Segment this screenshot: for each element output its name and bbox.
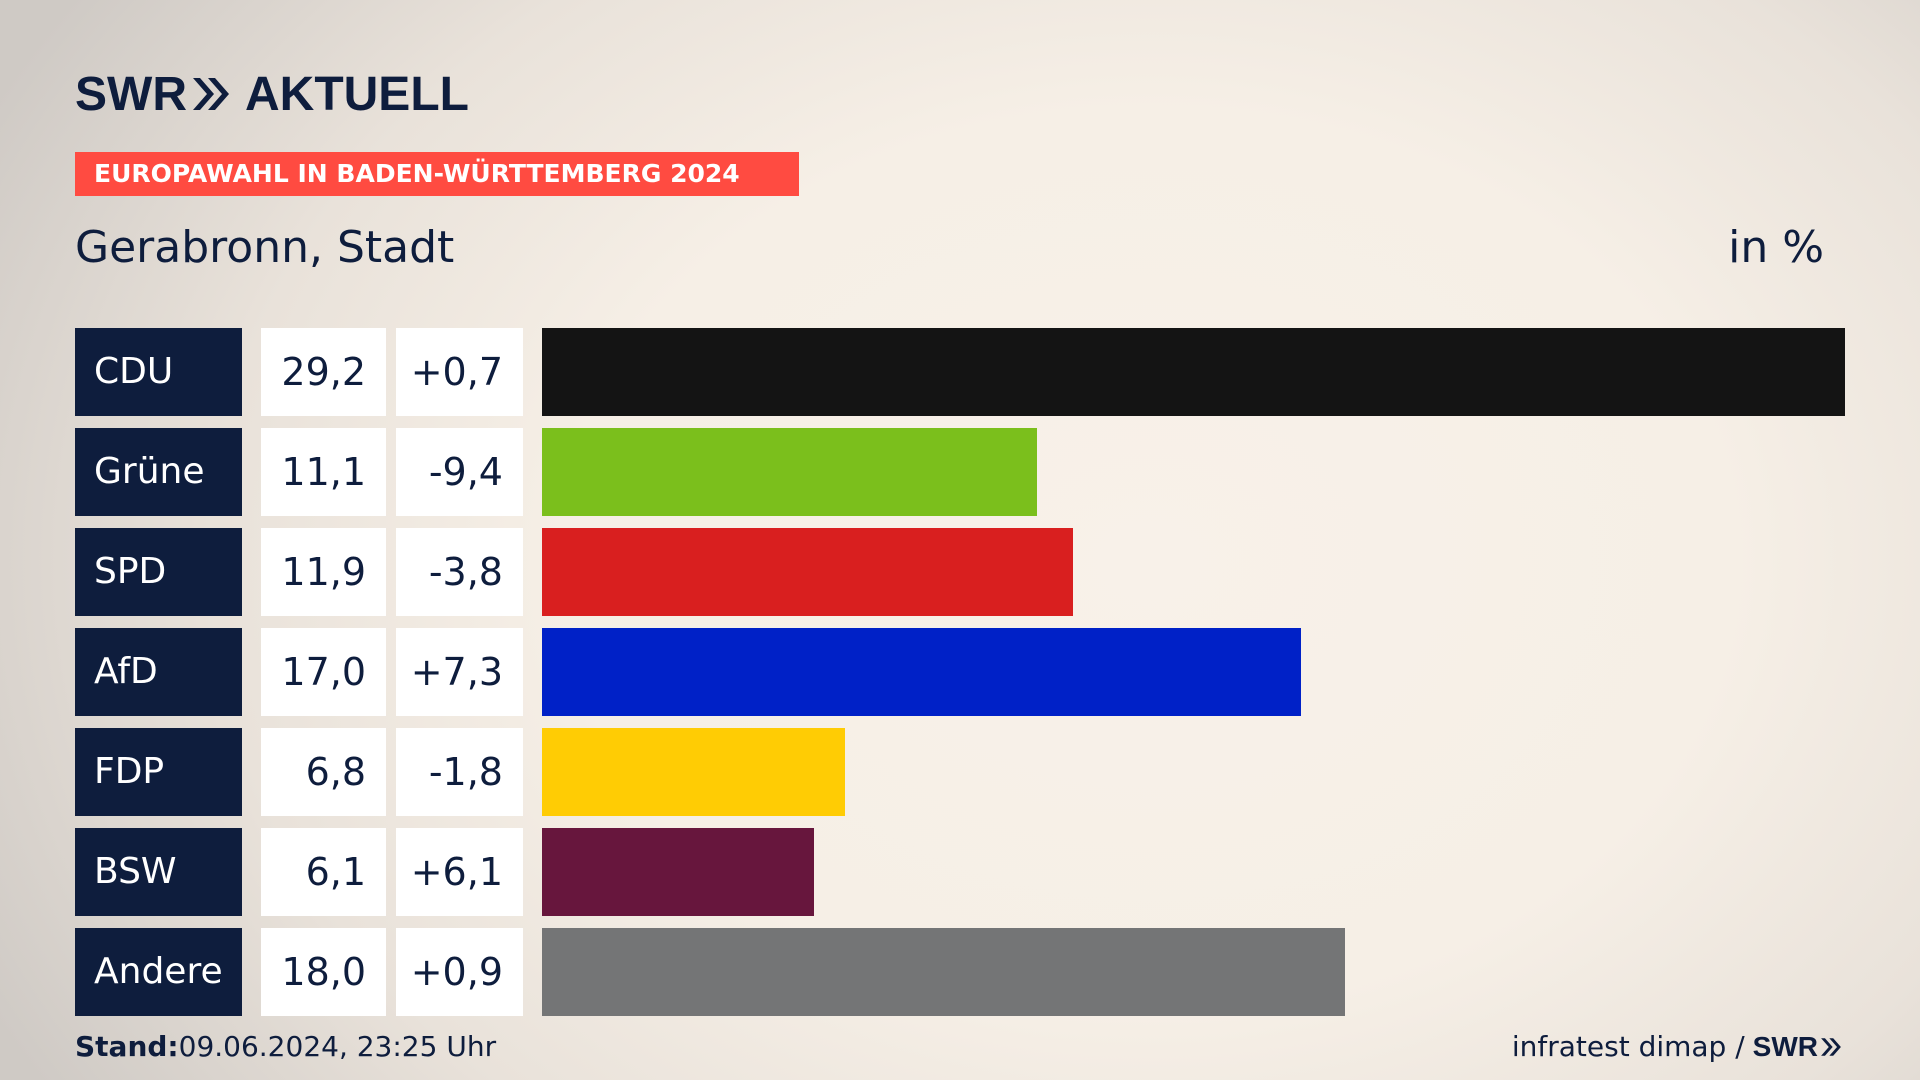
vote-share-label: 11,1 xyxy=(261,428,386,516)
vote-share-label: 6,8 xyxy=(261,728,386,816)
party-label: BSW xyxy=(75,828,242,916)
double-chevron-small-icon xyxy=(1821,1037,1841,1056)
result-bar xyxy=(542,328,1845,416)
party-label: AfD xyxy=(75,628,242,716)
result-bar xyxy=(542,828,814,916)
change-label: +0,9 xyxy=(396,928,523,1016)
party-label: SPD xyxy=(75,528,242,616)
party-label: FDP xyxy=(75,728,242,816)
change-label: +6,1 xyxy=(396,828,523,916)
party-label: Grüne xyxy=(75,428,242,516)
change-label: +0,7 xyxy=(396,328,523,416)
vote-share-label: 17,0 xyxy=(261,628,386,716)
vote-share-label: 11,9 xyxy=(261,528,386,616)
stand-value: 09.06.2024, 23:25 Uhr xyxy=(178,1030,497,1063)
timestamp: Stand:09.06.2024, 23:25 Uhr xyxy=(75,1030,496,1063)
change-label: +7,3 xyxy=(396,628,523,716)
result-bar xyxy=(542,928,1345,1016)
election-banner: EUROPAWAHL IN BADEN-WÜRTTEMBERG 2024 xyxy=(75,152,799,196)
swr-small-logo: SWR xyxy=(1753,1031,1842,1063)
source-text: infratest dimap / xyxy=(1511,1030,1745,1063)
stand-label: Stand: xyxy=(75,1030,179,1063)
change-label: -3,8 xyxy=(396,528,523,616)
party-label: Andere xyxy=(75,928,242,1016)
vote-share-label: 29,2 xyxy=(261,328,386,416)
swr-aktuell-logo: SWR AKTUELL xyxy=(75,64,469,124)
region-subtitle: Gerabronn, Stadt xyxy=(75,222,455,273)
change-label: -1,8 xyxy=(396,728,523,816)
result-bar xyxy=(542,628,1301,716)
small-logo-text: SWR xyxy=(1752,1030,1818,1062)
vote-share-label: 18,0 xyxy=(261,928,386,1016)
result-bar xyxy=(542,728,845,816)
party-label: CDU xyxy=(75,328,242,416)
double-chevron-icon xyxy=(192,78,229,110)
vote-share-label: 6,1 xyxy=(261,828,386,916)
unit-label: in % xyxy=(1728,222,1824,273)
source-credit: infratest dimap / SWR xyxy=(1512,1030,1842,1063)
result-bar xyxy=(542,528,1073,616)
result-bar xyxy=(542,428,1037,516)
logo-aktuell-text: AKTUELL xyxy=(244,67,469,121)
logo-swr-text: SWR xyxy=(75,67,187,121)
change-label: -9,4 xyxy=(396,428,523,516)
